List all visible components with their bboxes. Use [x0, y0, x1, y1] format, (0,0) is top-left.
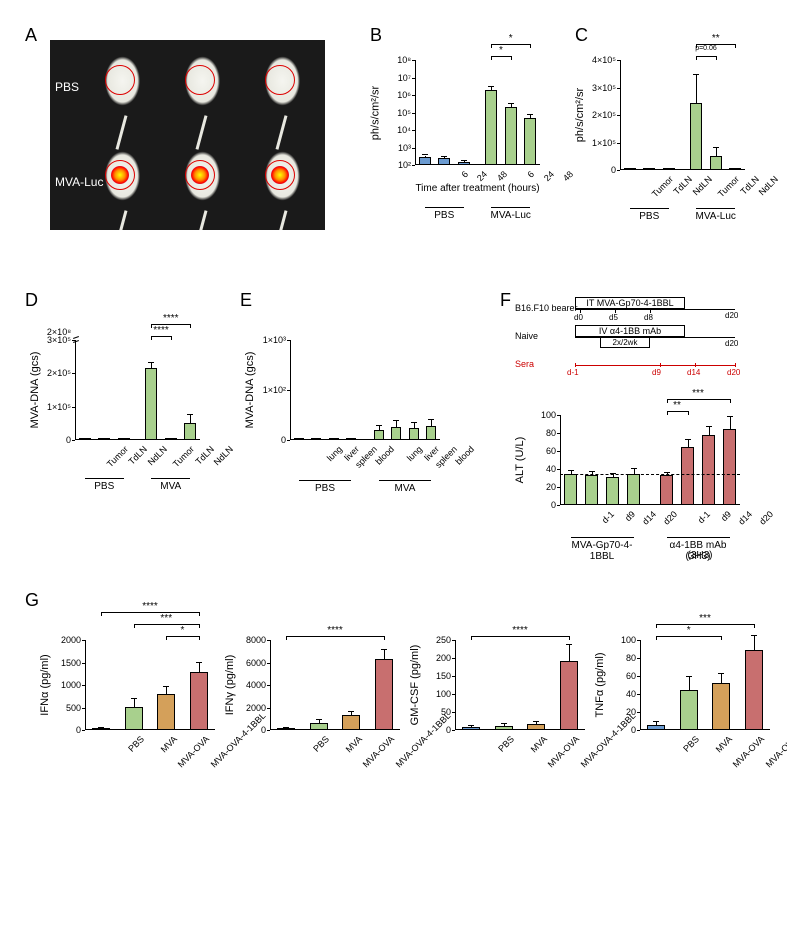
bar [624, 168, 636, 170]
bar [310, 723, 328, 730]
panel-g-chart-0: 0500100015002000IFNα (pg/ml)PBSMVAMVA-OV… [40, 600, 220, 805]
panel-g-chart-2: 050100150200250GM-CSF (pg/ml)PBSMVAMVA-O… [410, 600, 590, 805]
bar [145, 368, 157, 441]
bar [660, 475, 673, 505]
bar [527, 724, 545, 730]
bar [647, 725, 665, 730]
panel-g-chart-1: 02000400060008000IFNγ (pg/ml)PBSMVAMVA-O… [225, 600, 405, 805]
bar [712, 683, 730, 730]
bar [346, 438, 356, 440]
bar [524, 118, 536, 165]
panel-b-chart: 10²10³10⁴10⁵10⁶10⁷10⁸ph/s/cm²/sr62448624… [370, 30, 545, 225]
panel-a-image: PBSMVA-Luc [50, 40, 325, 230]
bar [627, 474, 640, 506]
bar [745, 650, 763, 730]
bar [184, 423, 196, 441]
bar [723, 429, 736, 506]
bar [375, 659, 393, 730]
bar [710, 156, 722, 170]
bar [606, 477, 619, 505]
bar [495, 726, 513, 730]
panel-g-chart-3: 020406080100TNFα (pg/ml)PBSMVAMVA-OVAMVA… [595, 600, 775, 805]
bar [585, 475, 598, 505]
bar [165, 438, 177, 440]
bar [391, 427, 401, 440]
panel-c-chart: 01×10⁵2×10⁵3×10⁵4×10⁵ph/s/cm²/srTumorTdL… [575, 30, 750, 225]
bar [329, 438, 339, 440]
bar [157, 694, 175, 730]
panel-d-chart: 01×10⁵2×10⁵3×10⁵MVA-DNA (gcs)TumorTdLNNd… [30, 295, 205, 495]
bar [426, 426, 436, 440]
panel-label-G: G [25, 590, 39, 611]
bar [458, 162, 470, 165]
bar [409, 428, 419, 440]
bar [702, 435, 715, 505]
bar [438, 158, 450, 165]
panel-e-chart: 01×10²1×10³MVA-DNA (gcs)lungliverspleenb… [245, 295, 445, 495]
bar [643, 168, 655, 170]
bar [680, 690, 698, 731]
bar [79, 438, 91, 440]
panel-label-A: A [25, 25, 37, 46]
bar [663, 168, 675, 170]
panel-label-F: F [500, 290, 511, 311]
bar [374, 430, 384, 440]
bar [118, 438, 130, 440]
bar [419, 157, 431, 165]
panel-f-chart: 020406080100ALT (U/L)d-1d9d14d20d-1d9d14… [515, 385, 745, 555]
bar [560, 661, 578, 730]
bar [505, 107, 517, 165]
bar [190, 672, 208, 731]
figure-root: APBSMVA-LucB10²10³10⁴10⁵10⁶10⁷10⁸ph/s/cm… [15, 15, 772, 935]
bar [342, 715, 360, 730]
bar [125, 707, 143, 730]
bar [462, 727, 480, 730]
bar [690, 103, 702, 170]
bar [729, 168, 741, 170]
bar [564, 474, 577, 505]
bar [681, 447, 694, 505]
bar [294, 438, 304, 440]
bar [311, 438, 321, 440]
bar [98, 438, 110, 440]
bar [485, 90, 497, 165]
